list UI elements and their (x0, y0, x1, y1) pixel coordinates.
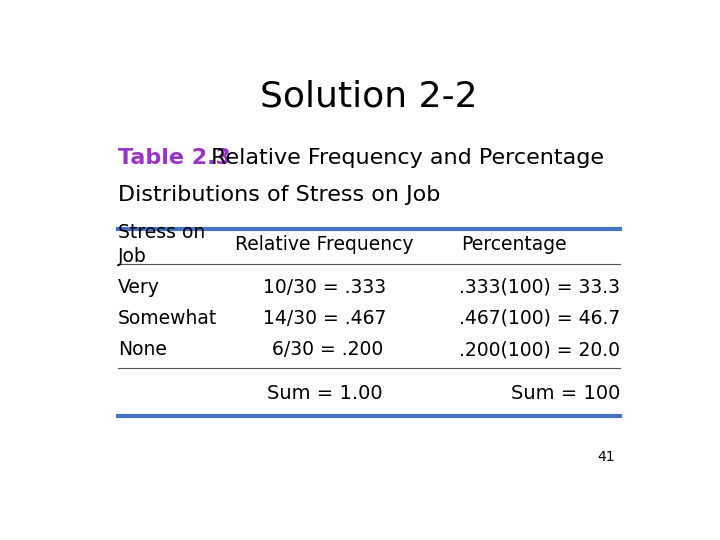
Text: Sum = 1.00: Sum = 1.00 (266, 384, 382, 403)
Text: Very: Very (118, 278, 160, 297)
Text: Relative Frequency and Percentage: Relative Frequency and Percentage (204, 148, 604, 168)
Text: 41: 41 (597, 450, 615, 464)
Text: Table 2.3: Table 2.3 (118, 148, 231, 168)
Text: .200(100) = 20.0: .200(100) = 20.0 (459, 340, 620, 359)
Text: 6/30 = .200: 6/30 = .200 (266, 340, 383, 359)
Text: Solution 2-2: Solution 2-2 (260, 79, 478, 113)
Text: Distributions of Stress on Job: Distributions of Stress on Job (118, 185, 440, 205)
Text: None: None (118, 340, 167, 359)
Text: 10/30 = .333: 10/30 = .333 (263, 278, 386, 297)
Text: 14/30 = .467: 14/30 = .467 (263, 309, 386, 328)
Text: Percentage: Percentage (462, 235, 567, 254)
Text: Somewhat: Somewhat (118, 309, 217, 328)
Text: Stress on
Job: Stress on Job (118, 224, 205, 266)
Text: .333(100) = 33.3: .333(100) = 33.3 (459, 278, 620, 297)
Text: .467(100) = 46.7: .467(100) = 46.7 (459, 309, 620, 328)
Text: Sum = 100: Sum = 100 (510, 384, 620, 403)
Text: Relative Frequency: Relative Frequency (235, 235, 413, 254)
